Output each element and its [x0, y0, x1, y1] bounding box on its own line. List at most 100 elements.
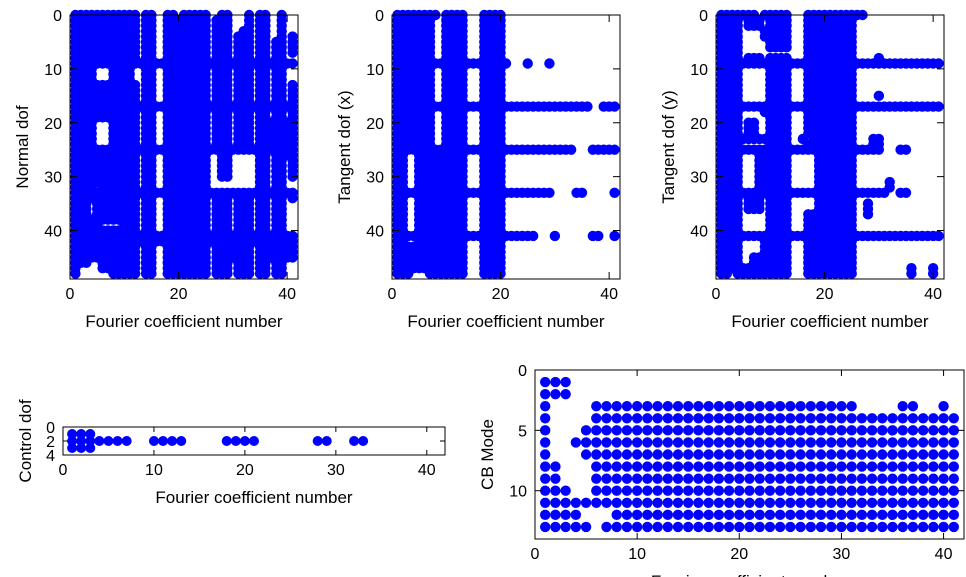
data-point: [887, 497, 898, 508]
data-point: [826, 509, 837, 521]
data-point: [642, 413, 653, 424]
data-point: [815, 509, 827, 521]
data-point: [887, 509, 898, 521]
data-point: [836, 461, 847, 472]
data-point: [693, 413, 704, 424]
data-point: [683, 437, 694, 448]
data-point: [897, 401, 908, 412]
data-point: [723, 413, 735, 424]
data-point: [948, 497, 959, 508]
data-point: [601, 521, 612, 533]
data-point: [754, 203, 765, 215]
data-point: [652, 509, 663, 521]
data-point: [948, 461, 959, 472]
data-point: [744, 413, 755, 424]
data-point: [611, 449, 622, 460]
data-point: [846, 473, 857, 484]
panel-normal-dof: 0 20 40 0 10 20 30 40 Fourier coefficient number…: [13, 8, 299, 331]
data-point: [785, 473, 796, 484]
data-point: [826, 521, 837, 533]
data-point: [67, 436, 78, 446]
data-point: [631, 509, 643, 521]
data-point: [703, 521, 714, 533]
plot-frame: [391, 14, 621, 280]
data-point: [540, 388, 551, 400]
data-point: [662, 413, 673, 424]
data-point: [112, 436, 123, 446]
data-point: [836, 473, 847, 484]
data-point: [785, 449, 796, 460]
data-point: [662, 425, 673, 436]
data-point: [917, 509, 929, 521]
data-point: [540, 461, 551, 472]
data-point: [601, 425, 612, 436]
data-point: [321, 436, 332, 446]
data-point: [601, 461, 612, 472]
data-point: [580, 425, 592, 436]
data-point: [938, 485, 949, 496]
data-point: [239, 436, 250, 446]
data-point: [754, 497, 765, 508]
data-point: [846, 449, 857, 460]
data-point: [621, 473, 633, 484]
data-point: [540, 497, 551, 508]
data-point: [593, 230, 604, 242]
x-tick-label: 40: [924, 286, 942, 303]
data-point: [856, 521, 868, 533]
data-point: [672, 449, 684, 460]
data-point: [781, 42, 792, 53]
data-point: [774, 521, 786, 533]
data-point: [764, 461, 776, 472]
x-tick-label: 0: [531, 546, 540, 563]
data-point: [683, 509, 694, 521]
data-point: [785, 485, 796, 496]
x-tick-label: 0: [712, 286, 721, 303]
data-point: [609, 187, 620, 198]
data-point: [652, 425, 663, 436]
data-point: [938, 401, 949, 412]
data-point: [887, 485, 898, 496]
data-point: [672, 521, 684, 533]
data-point: [948, 425, 959, 436]
data-point: [795, 473, 806, 484]
data-point: [403, 268, 414, 279]
data-point: [815, 485, 827, 496]
data-point: [683, 401, 694, 412]
data-point: [703, 509, 714, 521]
panel-tangent-dof-y: 0 20 40 0 10 20 30 40 Fourier coefficient number…: [659, 8, 945, 331]
data-point: [570, 437, 582, 448]
data-point: [642, 485, 653, 496]
data-point: [897, 473, 908, 484]
data-point: [652, 461, 663, 472]
data-point: [907, 461, 919, 472]
data-point: [560, 521, 571, 533]
data-point: [200, 268, 211, 279]
data-point: [815, 425, 827, 436]
data-point: [85, 436, 96, 446]
data-point: [693, 449, 704, 460]
data-point: [560, 497, 571, 508]
data-point: [652, 485, 663, 496]
data-point: [611, 521, 622, 533]
data-point: [900, 187, 912, 198]
data-point: [540, 437, 551, 448]
data-point: [642, 461, 653, 472]
data-point: [287, 252, 298, 263]
data-point: [287, 47, 298, 58]
data-point: [805, 437, 816, 448]
data-point: [276, 268, 287, 279]
data-point: [877, 449, 888, 460]
data-point: [744, 473, 755, 484]
plot-frame: [534, 369, 965, 540]
data-point: [897, 425, 908, 436]
data-point: [527, 230, 539, 242]
data-point: [879, 187, 890, 198]
data-point: [621, 521, 633, 533]
data-point: [522, 58, 533, 69]
data-point: [917, 425, 929, 436]
data-point: [734, 509, 745, 521]
data-point: [877, 461, 888, 472]
y-tick-label: 20: [366, 116, 384, 133]
data-point: [85, 443, 96, 453]
